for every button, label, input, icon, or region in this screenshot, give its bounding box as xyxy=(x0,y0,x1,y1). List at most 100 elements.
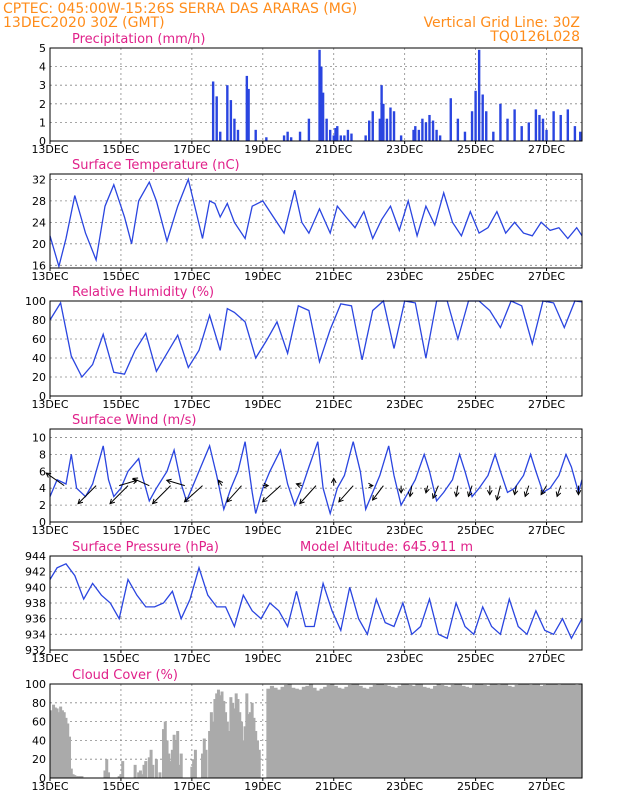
precip-bar xyxy=(233,118,236,141)
cloud-ytick-label: 100 xyxy=(25,678,46,691)
cloud-bar xyxy=(193,749,197,778)
cloud-xtick-label: 27DEC xyxy=(528,780,565,793)
wind-xtick-label: 17DEC xyxy=(173,524,210,537)
cloud-bar xyxy=(372,684,377,778)
pressure-title: Surface Pressure (hPa) xyxy=(72,540,219,555)
precip-ytick-label: 2 xyxy=(39,98,46,111)
cloud-bar xyxy=(457,684,463,778)
wind-arrow xyxy=(226,485,242,503)
wind-arrow xyxy=(132,477,150,487)
wind-arrow xyxy=(184,485,203,503)
precip-bar xyxy=(438,135,442,141)
wind-arrow-head xyxy=(495,495,501,502)
cloud-bar xyxy=(248,712,252,778)
cloud-bar xyxy=(216,689,220,778)
cloud-bar xyxy=(546,684,551,778)
precip-bar xyxy=(573,126,577,141)
cloud-bar xyxy=(68,736,72,778)
cloud-bar xyxy=(280,686,285,778)
cloud-bar xyxy=(142,764,146,778)
precip-bar xyxy=(298,131,302,141)
cloud-bar xyxy=(50,710,54,778)
precip-bar xyxy=(424,122,428,141)
precip-bar xyxy=(215,96,218,141)
precip-bar xyxy=(506,118,509,141)
wind-arrow xyxy=(109,485,129,504)
precip-bar xyxy=(541,118,545,141)
precip-bar xyxy=(559,114,562,141)
precip-bar xyxy=(392,111,396,141)
wind-arrow xyxy=(262,485,281,503)
precip-xtick-label: 27DEC xyxy=(528,143,565,156)
wind-arrow-head xyxy=(45,472,52,478)
cloud-bar xyxy=(190,766,194,778)
cloud-bar xyxy=(133,764,137,778)
rh-ytick-label: 100 xyxy=(25,295,46,308)
rh-xtick-label: 19DEC xyxy=(244,398,281,411)
precip-bar xyxy=(412,129,415,141)
wind-arrow-head xyxy=(407,491,414,498)
cloud-bar xyxy=(379,684,384,778)
wind-arrow xyxy=(467,485,473,497)
precip-bar xyxy=(492,131,495,141)
cloud-xtick-label: 19DEC xyxy=(244,780,281,793)
precip-bar xyxy=(538,114,541,141)
wind-xtick-label: 15DEC xyxy=(102,524,139,537)
pressure-xtick-label: 21DEC xyxy=(315,652,352,665)
precip-bar xyxy=(417,129,421,141)
cloud-bar xyxy=(231,702,235,778)
precip-bar xyxy=(389,107,392,141)
cloud-bar xyxy=(229,697,233,778)
cloud-bar xyxy=(158,772,162,778)
cloud-bar xyxy=(266,688,271,778)
cloud-bar xyxy=(73,775,77,778)
precip-bar xyxy=(229,100,233,141)
cloud-xtick-label: 15DEC xyxy=(102,780,139,793)
cloud-bar xyxy=(215,693,219,778)
precip-bar xyxy=(399,135,403,141)
cloud-bar xyxy=(55,708,59,778)
precip-bar xyxy=(286,131,289,141)
precip-bar xyxy=(332,135,335,141)
precip-bar xyxy=(245,75,249,141)
precip-ytick-label: 0 xyxy=(39,135,46,148)
cloud-bar xyxy=(464,686,470,778)
cloud-bar xyxy=(418,684,423,778)
precip-xtick-label: 17DEC xyxy=(173,143,210,156)
wind-arrow xyxy=(425,485,429,493)
wind-arrow-head xyxy=(540,489,546,496)
wind-arrow-head xyxy=(226,496,232,503)
cloud-bar xyxy=(493,684,498,778)
cloud-bar xyxy=(401,684,406,778)
wind-ytick-label: 10 xyxy=(32,431,46,444)
temp-series-line xyxy=(49,177,583,269)
temp-xtick-label: 27DEC xyxy=(528,270,565,283)
cloud-bar xyxy=(167,753,171,778)
wind-arrow-head xyxy=(398,488,404,494)
pressure-series-line xyxy=(49,562,583,640)
precip-bar xyxy=(328,129,332,141)
cloud-bar xyxy=(528,684,533,778)
precip-bar xyxy=(321,92,325,141)
wind-ytick-label: 0 xyxy=(39,516,46,529)
cloud-bar xyxy=(337,687,342,778)
temp-xtick-label: 17DEC xyxy=(173,270,210,283)
rh-xtick-label: 13DEC xyxy=(31,398,68,411)
cloud-bar xyxy=(330,684,335,778)
cloud-bar xyxy=(140,774,144,778)
precip-bar xyxy=(485,111,488,141)
cloud-bar xyxy=(254,731,258,778)
cloud-bar xyxy=(66,723,70,778)
precip-bar xyxy=(307,118,311,141)
temp-ytick-label: 20 xyxy=(32,238,46,251)
cloud-bar xyxy=(243,726,247,778)
precip-bar xyxy=(463,131,467,141)
cloud-bar xyxy=(165,740,169,778)
cloud-bar xyxy=(276,689,282,778)
cloud-bar xyxy=(486,685,491,778)
cloud-bar xyxy=(507,685,512,778)
temp-xtick-label: 13DEC xyxy=(31,270,68,283)
cloud-bar xyxy=(209,712,213,778)
wind-arrow-head xyxy=(151,498,158,505)
cloud-bar xyxy=(220,691,224,778)
